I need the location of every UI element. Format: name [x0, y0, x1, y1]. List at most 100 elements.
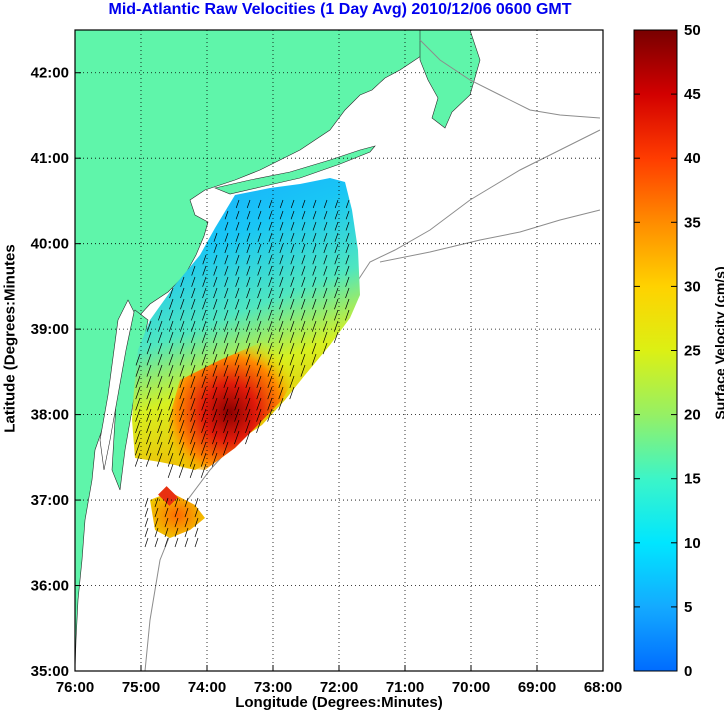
velocity-arrow [168, 342, 174, 355]
y-tick-label: 40:00 [31, 236, 69, 253]
x-tick-label: 71:00 [386, 679, 424, 696]
velocity-arrow [334, 254, 339, 265]
velocity-arrow [301, 232, 306, 242]
velocity-arrow [268, 287, 273, 299]
velocity-arrow [289, 386, 295, 400]
velocity-arrow [189, 441, 196, 456]
velocity-arrow [345, 199, 350, 209]
velocity-arrow [146, 375, 152, 389]
velocity-arrow [179, 364, 185, 377]
velocity-arrow [144, 497, 149, 508]
velocity-arrow [135, 364, 141, 377]
velocity-arrow [213, 265, 218, 276]
velocity-arrow [257, 309, 262, 321]
velocity-arrow [323, 276, 328, 287]
velocity-arrow [245, 342, 251, 355]
velocity-arrow [345, 243, 350, 254]
colorbar-tick-label: 50 [684, 22, 701, 39]
velocity-arrow [154, 537, 159, 548]
velocity-arrow [168, 397, 174, 411]
velocity-arrow [268, 254, 273, 265]
velocity-arrow [168, 331, 174, 344]
velocity-arrow [164, 497, 169, 508]
velocity-arrow [212, 320, 218, 332]
velocity-arrow [323, 199, 328, 209]
velocity-arrow [224, 298, 229, 310]
velocity-arrow [323, 243, 328, 254]
velocity-arrow [212, 375, 218, 389]
velocity-arrow [235, 243, 240, 254]
velocity-arrow [212, 342, 218, 355]
velocity-arrow [290, 276, 295, 287]
colorbar-tick-label: 25 [684, 343, 701, 360]
velocity-arrow [312, 309, 317, 321]
velocity-arrow [323, 254, 328, 265]
velocity-arrow [190, 342, 196, 355]
x-tick-label: 72:00 [320, 679, 358, 696]
velocity-arrow [157, 342, 163, 355]
velocity-arrow [267, 375, 273, 389]
velocity-arrow [234, 386, 240, 400]
velocity-arrow [334, 243, 339, 254]
velocity-arrow [223, 342, 229, 355]
velocity-arrow [224, 276, 229, 287]
velocity-arrow [235, 221, 240, 231]
velocity-arrow [224, 221, 229, 231]
velocity-arrow [168, 430, 174, 445]
velocity-arrow [144, 537, 149, 548]
velocity-arrow [312, 243, 317, 254]
velocity-arrow [312, 276, 317, 287]
velocity-arrow [223, 419, 229, 434]
velocity-arrow [256, 353, 262, 366]
velocity-arrow [245, 408, 251, 422]
velocity-arrow [235, 232, 240, 242]
velocity-arrow [201, 408, 207, 422]
velocity-arrow [323, 265, 328, 276]
velocity-arrow [179, 419, 185, 434]
velocity-arrow [278, 386, 284, 400]
velocity-arrow [267, 342, 273, 355]
velocity-arrow [135, 419, 141, 434]
velocity-arrow [289, 364, 295, 377]
velocity-arrow [190, 331, 196, 344]
velocity-arrow [202, 265, 207, 276]
velocity-arrow [224, 287, 229, 299]
velocity-arrow [184, 497, 189, 508]
velocity-arrow [301, 210, 306, 220]
velocity-hotspot-south [150, 492, 205, 538]
velocity-arrow [223, 364, 229, 377]
velocity-hotspot [168, 325, 305, 470]
y-tick-label: 42:00 [31, 65, 69, 82]
velocity-arrow [301, 243, 306, 254]
velocity-arrow [235, 298, 240, 310]
velocity-arrow [268, 276, 273, 287]
velocity-arrow [184, 537, 189, 548]
velocity-arrow [213, 309, 218, 321]
velocity-arrow [234, 331, 240, 344]
velocity-arrow [213, 287, 218, 299]
velocity-arrow [267, 353, 273, 366]
velocity-arrow [301, 221, 306, 231]
velocity-arrow [194, 527, 199, 538]
velocity-arrow [246, 243, 251, 254]
velocity-arrow [174, 517, 179, 528]
velocity-arrow [279, 232, 284, 242]
velocity-arrow [157, 331, 163, 344]
velocity-arrow [311, 331, 317, 344]
velocity-arrow [146, 331, 152, 344]
velocity-arrow [257, 265, 262, 276]
velocity-arrow [246, 232, 251, 242]
velocity-arrow [312, 287, 317, 299]
velocity-arrow [167, 463, 174, 478]
velocity-arrow [257, 276, 262, 287]
colorbar-tick-label: 30 [684, 278, 701, 295]
velocity-arrow [289, 320, 295, 332]
velocity-arrow [157, 353, 163, 366]
velocity-arrow [223, 320, 229, 332]
velocity-arrow [345, 309, 350, 321]
velocity-arrow [178, 452, 185, 467]
velocity-arrow [345, 265, 350, 276]
velocity-arrow [212, 397, 218, 411]
velocity-arrow [234, 375, 240, 389]
velocity-arrow [169, 287, 174, 299]
